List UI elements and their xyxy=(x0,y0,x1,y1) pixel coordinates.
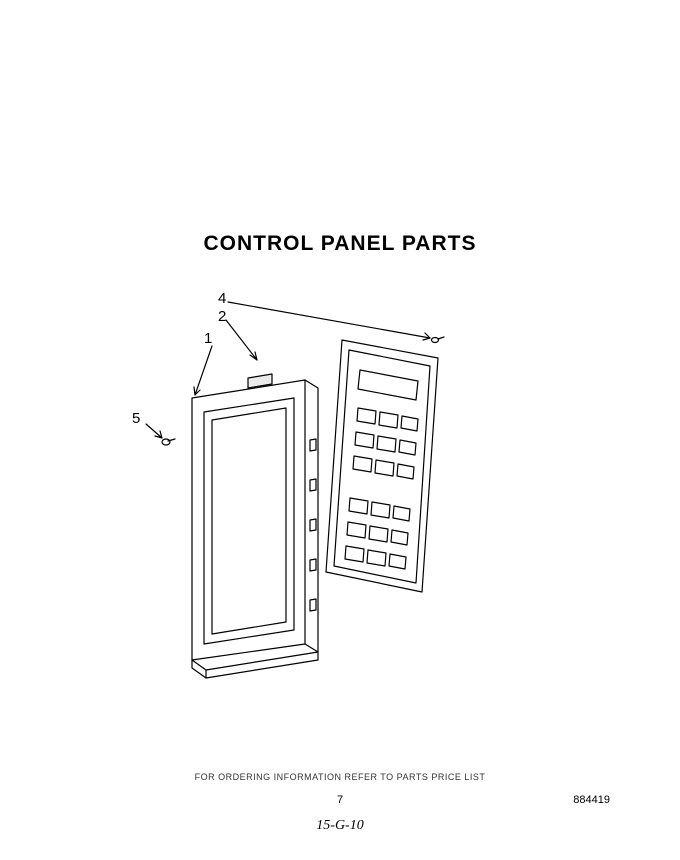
callout-2: 2 xyxy=(218,308,226,325)
parts-diagram xyxy=(120,280,560,700)
callout-1: 1 xyxy=(204,330,212,347)
footer-ordering-note: FOR ORDERING INFORMATION REFER TO PARTS … xyxy=(0,772,680,782)
document-id: 884419 xyxy=(573,794,610,806)
diagram-title: CONTROL PANEL PARTS xyxy=(0,232,680,256)
callout-5: 5 xyxy=(132,410,140,427)
handwritten-note: 15-G-10 xyxy=(0,818,680,834)
callout-4: 4 xyxy=(218,290,226,307)
